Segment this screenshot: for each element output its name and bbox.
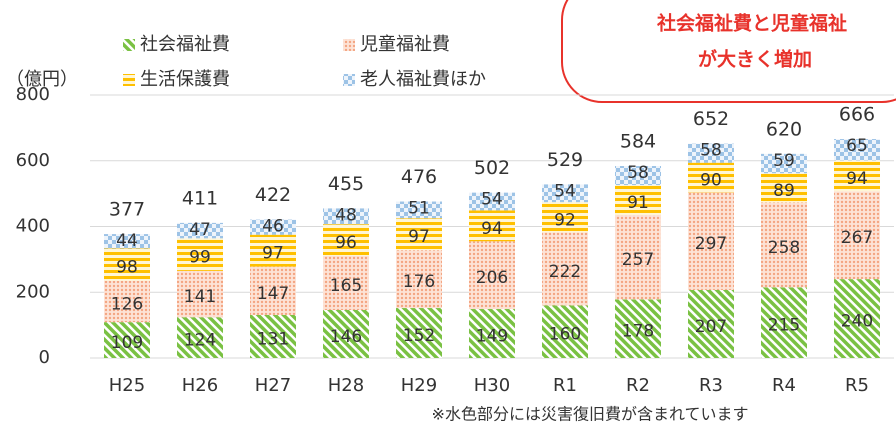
x-tick-label: R4: [772, 375, 796, 396]
total-label: 476: [401, 166, 437, 188]
total-label: 502: [474, 157, 510, 179]
data-label: 92: [554, 210, 576, 230]
data-label: 141: [184, 287, 216, 307]
chart: （億円） 社会福祉費と児童福祉 が大きく増加 ※水色部分には災害復旧費が含まれて…: [0, 0, 896, 433]
data-label: 267: [841, 228, 873, 248]
x-tick-label: H29: [401, 375, 437, 396]
callout-text: 社会福祉費と児童福祉: [656, 12, 847, 35]
data-label: 94: [481, 219, 503, 239]
x-tick-label: H30: [474, 375, 510, 396]
data-label: 257: [622, 250, 654, 270]
data-label: 44: [116, 231, 138, 251]
data-label: 240: [841, 312, 873, 332]
data-label: 97: [408, 227, 430, 247]
x-tick-label: H26: [182, 375, 218, 396]
y-tick-label: 400: [16, 216, 50, 237]
x-tick-label: H27: [255, 375, 291, 396]
total-label: 529: [547, 149, 583, 171]
x-tick-label: H28: [328, 375, 364, 396]
data-label: 97: [262, 244, 284, 264]
data-label: 99: [189, 248, 211, 268]
y-tick-label: 0: [39, 347, 50, 368]
data-label: 91: [627, 193, 649, 213]
data-label: 126: [111, 294, 143, 314]
data-label: 147: [257, 284, 289, 304]
legend-label: 老人福祉費ほか: [360, 69, 486, 90]
data-label: 54: [481, 190, 503, 210]
legend-label: 社会福祉費: [140, 34, 230, 55]
legend-swatch: [343, 74, 355, 86]
data-label: 124: [184, 331, 216, 351]
x-tick-label: R1: [553, 375, 577, 396]
data-label: 258: [768, 238, 800, 258]
data-label: 54: [554, 181, 576, 201]
legend-label: 生活保護費: [140, 69, 230, 90]
data-label: 89: [773, 181, 795, 201]
data-label: 207: [695, 317, 727, 337]
x-tick-label: H25: [109, 375, 145, 396]
data-label: 165: [330, 276, 362, 296]
data-label: 176: [403, 272, 435, 292]
data-label: 160: [549, 325, 581, 345]
legend-swatch: [343, 39, 355, 51]
data-label: 152: [403, 326, 435, 346]
data-label: 146: [330, 327, 362, 347]
footnote: ※水色部分には災害復旧費が含まれています: [432, 405, 749, 424]
data-label: 47: [189, 220, 211, 240]
data-label: 48: [335, 205, 357, 225]
data-label: 65: [846, 136, 868, 156]
data-label: 51: [408, 199, 430, 219]
total-label: 422: [255, 184, 291, 206]
data-label: 96: [335, 233, 357, 253]
data-label: 222: [549, 262, 581, 282]
data-label: 297: [695, 234, 727, 254]
total-label: 377: [109, 199, 145, 221]
data-label: 90: [700, 171, 722, 191]
data-label: 59: [773, 151, 795, 171]
total-label: 455: [328, 173, 364, 195]
data-label: 149: [476, 327, 508, 347]
x-tick-label: R2: [626, 375, 650, 396]
legend-swatch: [123, 74, 135, 86]
data-label: 58: [700, 141, 722, 161]
data-label: 98: [116, 258, 138, 278]
data-label: 58: [627, 163, 649, 183]
total-label: 666: [839, 104, 875, 126]
total-label: 620: [766, 118, 802, 140]
total-label: 652: [693, 108, 729, 130]
data-label: 215: [768, 316, 800, 336]
data-label: 178: [622, 322, 654, 342]
data-label: 46: [262, 217, 284, 237]
total-label: 584: [620, 131, 656, 153]
data-label: 109: [111, 333, 143, 353]
data-label: 94: [846, 169, 868, 189]
total-label: 411: [182, 187, 218, 209]
x-tick-label: R3: [699, 375, 723, 396]
y-tick-label: 600: [16, 150, 50, 171]
legend-swatch: [123, 39, 135, 51]
data-label: 206: [476, 268, 508, 288]
y-tick-label: 800: [16, 84, 50, 105]
x-tick-label: R5: [845, 375, 869, 396]
callout-text: が大きく増加: [698, 48, 812, 71]
legend-label: 児童福祉費: [360, 34, 450, 55]
y-tick-label: 200: [16, 281, 50, 302]
data-label: 131: [257, 329, 289, 349]
